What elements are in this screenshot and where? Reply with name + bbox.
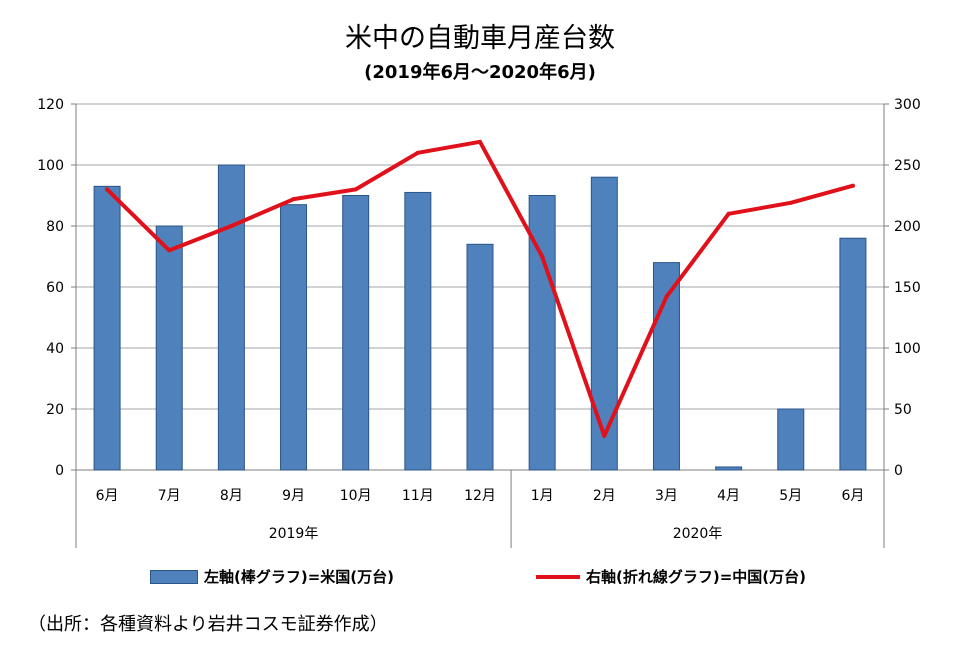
line-point xyxy=(415,150,420,155)
left-tick-label: 100 xyxy=(37,158,64,174)
line-point xyxy=(229,224,234,228)
right-tick-label: 0 xyxy=(894,463,903,479)
legend-label-us: 左軸(棒グラフ)=米国(万台) xyxy=(204,568,394,586)
legend-item-us: 左軸(棒グラフ)=米国(万台) xyxy=(150,566,394,587)
bar xyxy=(777,408,805,471)
bar xyxy=(93,185,121,471)
source-note: （出所：各種資料より岩井コスモ証券作成） xyxy=(28,614,388,635)
chart-title: 米中の自動車月産台数 xyxy=(345,23,615,54)
x-tick-label: 4月 xyxy=(717,488,740,504)
line-point xyxy=(726,211,731,216)
line-point xyxy=(291,197,296,202)
x-tick-label: 5月 xyxy=(779,488,802,504)
x-tick-label: 3月 xyxy=(655,488,678,504)
left-tick-label: 20 xyxy=(46,402,64,418)
legend-line-swatch xyxy=(536,574,580,579)
x-tick-label: 7月 xyxy=(158,488,181,504)
x-tick-label: 8月 xyxy=(220,488,243,504)
line-point xyxy=(540,254,545,259)
right-tick-label: 50 xyxy=(894,402,912,418)
bar xyxy=(715,466,743,471)
line-point xyxy=(850,183,855,188)
x-tick-label: 1月 xyxy=(531,488,554,504)
right-tick-label: 100 xyxy=(894,341,921,357)
x-tick-label: 10月 xyxy=(340,488,372,504)
legend-bar-swatch xyxy=(150,569,198,584)
bar xyxy=(652,262,680,471)
bar xyxy=(280,204,308,471)
left-tick-label: 120 xyxy=(37,97,64,113)
x-group-label: 2020年 xyxy=(673,526,723,542)
chart-subtitle: (2019年6月～2020年6月) xyxy=(364,62,596,83)
line-point xyxy=(353,187,358,192)
line-point xyxy=(664,294,669,299)
bar xyxy=(466,243,494,471)
left-tick-label: 80 xyxy=(46,219,64,235)
right-tick-label: 200 xyxy=(894,219,921,235)
right-tick-label: 300 xyxy=(894,97,921,113)
right-tick-label: 150 xyxy=(894,280,921,296)
bar xyxy=(155,225,183,471)
x-tick-label: 6月 xyxy=(96,488,119,504)
bar xyxy=(404,191,432,471)
x-tick-label: 2月 xyxy=(593,488,616,504)
bar xyxy=(342,195,370,471)
x-tick-label: 9月 xyxy=(282,488,305,504)
left-tick-label: 40 xyxy=(46,341,64,357)
left-tick-label: 60 xyxy=(46,280,64,296)
right-tick-label: 250 xyxy=(894,158,921,174)
x-tick-label: 6月 xyxy=(841,488,864,504)
line-point xyxy=(167,248,172,253)
line-point xyxy=(602,433,607,438)
legend-item-china: 右軸(折れ線グラフ)=中国(万台) xyxy=(536,566,806,587)
line-point xyxy=(788,200,793,205)
x-tick-label: 11月 xyxy=(402,488,434,504)
line-point xyxy=(478,139,482,144)
bar xyxy=(217,164,245,471)
bar xyxy=(590,176,618,471)
left-tick-label: 0 xyxy=(55,463,64,479)
x-tick-label: 12月 xyxy=(464,488,496,504)
bar xyxy=(839,237,867,471)
x-group-label: 2019年 xyxy=(269,526,319,542)
line-point xyxy=(105,187,110,192)
legend-label-china: 右軸(折れ線グラフ)=中国(万台) xyxy=(586,568,806,586)
